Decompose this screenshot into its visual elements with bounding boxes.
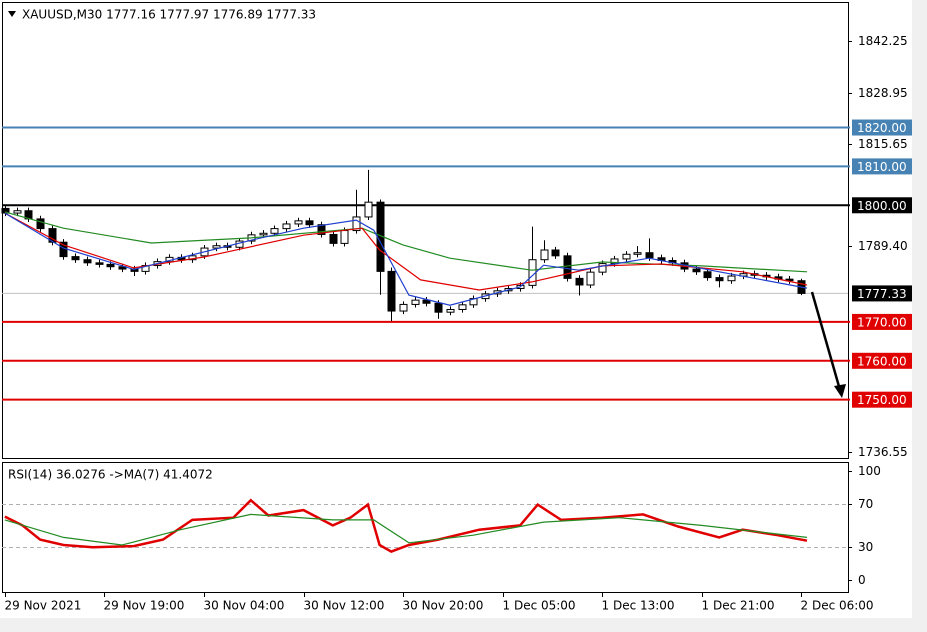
moving-average	[4, 212, 808, 306]
y-tick-label: 30	[858, 540, 873, 554]
candle-body	[329, 233, 338, 244]
rsi-line	[4, 513, 808, 546]
y-tick-label: 1789.40	[858, 239, 908, 253]
y-tick-label: 1815.65	[858, 137, 908, 151]
candle-body	[340, 230, 349, 244]
candle-body	[259, 232, 268, 236]
candle-body	[95, 262, 104, 265]
candle-body	[598, 263, 607, 273]
level-label: 1810.00	[857, 160, 907, 174]
candle-body	[446, 308, 455, 313]
rsi-panel-frame	[2, 462, 849, 593]
y-tick-label: 100	[858, 464, 881, 478]
level-label: 1820.00	[857, 121, 907, 135]
level-label-box	[852, 197, 912, 214]
price-panel-frame	[2, 2, 849, 459]
candle-body	[270, 228, 279, 234]
rsi-line	[4, 498, 808, 553]
x-tick-label: 1 Dec 05:00	[503, 599, 576, 613]
level-label: 1800.00	[857, 199, 907, 213]
background	[0, 0, 912, 618]
candle-body	[411, 299, 420, 305]
candle-body	[71, 256, 80, 261]
forecast-arrow	[810, 291, 842, 391]
candle-body	[83, 259, 92, 264]
candle-body	[317, 224, 326, 235]
plot-layer	[1, 126, 850, 597]
x-tick-label: 30 Nov 12:00	[304, 599, 385, 613]
x-tick-label: 30 Nov 20:00	[403, 599, 484, 613]
candle-body	[703, 271, 712, 279]
candle-body	[586, 271, 595, 286]
level-label: 1750.00	[857, 393, 907, 407]
candle-body	[13, 210, 22, 214]
y-tick-label: 1736.55	[858, 445, 908, 459]
level-label-box	[852, 391, 912, 408]
candle-body	[633, 252, 642, 255]
y-tick-label: 0	[858, 573, 866, 587]
y-tick-label: 1828.95	[858, 86, 908, 100]
candle-body	[387, 270, 396, 312]
candle-body	[118, 266, 127, 270]
candle-body	[715, 277, 724, 282]
candle-body	[692, 268, 701, 273]
candle-body	[575, 277, 584, 286]
candle-body	[458, 304, 467, 310]
x-tick-label: 29 Nov 2021	[5, 599, 82, 613]
candle-body	[727, 275, 736, 282]
chart-title: XAUUSD,M30 1777.16 1777.97 1776.89 1777.…	[22, 8, 316, 22]
x-tick-label: 2 Dec 06:00	[801, 599, 874, 613]
level-label-box	[852, 119, 912, 136]
level-label-box	[852, 352, 912, 369]
candle-body	[551, 249, 560, 257]
forecast-arrowhead	[834, 384, 846, 398]
candle-body	[563, 255, 572, 279]
candle-body	[282, 223, 291, 230]
candle-body	[294, 220, 303, 225]
rsi-title: RSI(14) 36.0276 ->MA(7) 41.4072	[8, 468, 213, 482]
y-tick-label: 70	[858, 497, 873, 511]
candle-body	[364, 201, 373, 218]
candle-body	[785, 278, 794, 282]
x-tick-label: 1 Dec 13:00	[602, 599, 675, 613]
candle-body	[352, 216, 361, 232]
candle-body	[399, 303, 408, 312]
candle-body	[434, 302, 443, 313]
level-label: 1760.00	[857, 354, 907, 368]
candle-body	[106, 263, 115, 268]
candle-body	[540, 249, 549, 261]
candle-body	[305, 220, 314, 226]
y-tick-label: 1842.25	[858, 34, 908, 48]
candle-body	[622, 253, 631, 260]
candle-body	[422, 299, 431, 304]
candle-body	[645, 252, 654, 259]
collapse-icon	[8, 11, 16, 17]
last-price-label: 1777.33	[857, 287, 907, 301]
moving-average	[4, 211, 808, 273]
level-label: 1770.00	[857, 315, 907, 329]
level-label-box	[852, 158, 912, 175]
candle-body	[36, 218, 45, 230]
level-label-box	[852, 313, 912, 330]
candle-body	[212, 245, 221, 249]
x-tick-label: 30 Nov 04:00	[204, 599, 285, 613]
x-tick-label: 29 Nov 19:00	[104, 599, 185, 613]
last-price-box	[852, 285, 912, 302]
x-tick-label: 1 Dec 21:00	[702, 599, 775, 613]
